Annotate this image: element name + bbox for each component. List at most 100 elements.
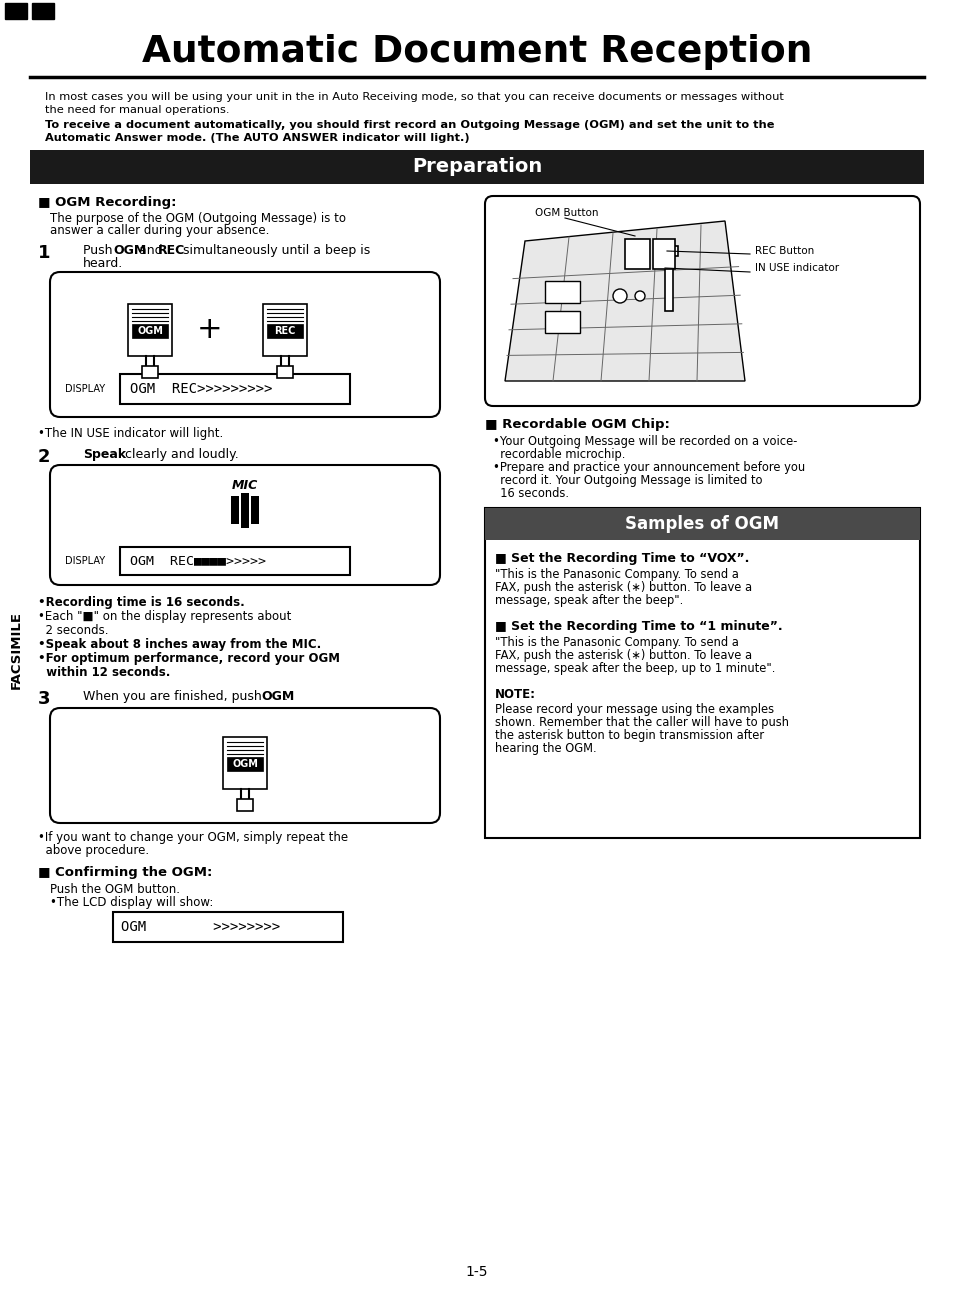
- Bar: [132, 324, 168, 337]
- Bar: [484, 508, 919, 540]
- FancyBboxPatch shape: [484, 196, 919, 406]
- Bar: [624, 239, 649, 269]
- Bar: [30, 151, 923, 184]
- Text: OGM        >>>>>>>>: OGM >>>>>>>>: [121, 920, 280, 935]
- Text: Samples of OGM: Samples of OGM: [625, 515, 779, 533]
- Text: message, speak after the beep".: message, speak after the beep".: [495, 594, 682, 607]
- Text: shown. Remember that the caller will have to push: shown. Remember that the caller will hav…: [495, 716, 788, 729]
- Text: When you are finished, push: When you are finished, push: [83, 691, 266, 704]
- Text: and: and: [135, 244, 167, 257]
- Text: REC Button: REC Button: [754, 247, 814, 256]
- Text: OGM: OGM: [112, 244, 146, 257]
- Text: .: .: [284, 691, 288, 704]
- Text: •If you want to change your OGM, simply repeat the: •If you want to change your OGM, simply …: [38, 831, 348, 844]
- Text: DISPLAY: DISPLAY: [65, 384, 105, 395]
- Text: Push the OGM button.: Push the OGM button.: [50, 883, 180, 896]
- Text: Please record your message using the examples: Please record your message using the exa…: [495, 704, 773, 716]
- Text: REC: REC: [274, 326, 295, 336]
- Text: OGM  REC>>>>>>>>>: OGM REC>>>>>>>>>: [130, 382, 273, 396]
- Bar: [664, 251, 672, 312]
- Text: Push: Push: [83, 244, 116, 257]
- Text: OGM Button: OGM Button: [535, 208, 598, 218]
- Text: •Your Outgoing Message will be recorded on a voice-: •Your Outgoing Message will be recorded …: [493, 435, 797, 448]
- Bar: [231, 496, 239, 524]
- Text: ■ OGM Recording:: ■ OGM Recording:: [38, 196, 176, 209]
- Text: +: +: [197, 315, 223, 344]
- Text: ■ Recordable OGM Chip:: ■ Recordable OGM Chip:: [484, 418, 669, 431]
- Bar: [263, 304, 307, 356]
- FancyBboxPatch shape: [50, 707, 439, 823]
- Bar: [484, 508, 919, 839]
- Bar: [142, 366, 158, 378]
- Bar: [544, 280, 579, 302]
- Text: simultaneously until a beep is: simultaneously until a beep is: [179, 244, 370, 257]
- Bar: [112, 912, 343, 942]
- Text: "This is the Panasonic Company. To send a: "This is the Panasonic Company. To send …: [495, 636, 739, 649]
- Bar: [241, 493, 249, 528]
- Text: the need for manual operations.: the need for manual operations.: [45, 105, 230, 116]
- Text: message, speak after the beep, up to 1 minute".: message, speak after the beep, up to 1 m…: [495, 662, 775, 675]
- Text: Preparation: Preparation: [412, 157, 541, 177]
- Text: REC: REC: [158, 244, 185, 257]
- Text: heard.: heard.: [83, 257, 123, 270]
- Text: Automatic Document Reception: Automatic Document Reception: [142, 34, 811, 70]
- Text: MIC: MIC: [232, 479, 258, 492]
- Circle shape: [635, 291, 644, 301]
- Text: Automatic Answer mode. (The AUTO ANSWER indicator will light.): Automatic Answer mode. (The AUTO ANSWER …: [45, 132, 469, 143]
- Text: To receive a document automatically, you should first record an Outgoing Message: To receive a document automatically, you…: [45, 119, 774, 130]
- Circle shape: [613, 289, 626, 302]
- Text: above procedure.: above procedure.: [38, 844, 149, 857]
- Text: OGM: OGM: [261, 691, 294, 704]
- Text: 1: 1: [38, 244, 51, 262]
- Text: •The IN USE indicator will light.: •The IN USE indicator will light.: [38, 427, 223, 440]
- Text: •Speak about 8 inches away from the MIC.: •Speak about 8 inches away from the MIC.: [38, 639, 321, 652]
- Bar: [120, 374, 350, 404]
- Polygon shape: [504, 221, 744, 382]
- Bar: [544, 312, 579, 334]
- Text: •Prepare and practice your announcement before you: •Prepare and practice your announcement …: [493, 461, 804, 474]
- Text: •The LCD display will show:: •The LCD display will show:: [50, 896, 213, 909]
- Text: 3: 3: [38, 691, 51, 707]
- Text: ■ Set the Recording Time to “VOX”.: ■ Set the Recording Time to “VOX”.: [495, 552, 749, 565]
- Text: the asterisk button to begin transmission after: the asterisk button to begin transmissio…: [495, 729, 763, 742]
- Text: IN USE indicator: IN USE indicator: [754, 263, 839, 273]
- Bar: [236, 800, 253, 811]
- Text: OGM: OGM: [232, 759, 257, 768]
- Bar: [267, 324, 303, 337]
- Text: •Recording time is 16 seconds.: •Recording time is 16 seconds.: [38, 596, 245, 609]
- Text: FACSIMILE: FACSIMILE: [10, 611, 23, 689]
- Bar: [227, 757, 263, 771]
- Text: FAX, push the asterisk (∗) button. To leave a: FAX, push the asterisk (∗) button. To le…: [495, 649, 751, 662]
- Bar: [251, 496, 258, 524]
- Text: FAX, push the asterisk (∗) button. To leave a: FAX, push the asterisk (∗) button. To le…: [495, 582, 751, 594]
- Bar: [652, 239, 675, 269]
- Bar: [659, 247, 678, 256]
- Text: 1-5: 1-5: [465, 1266, 488, 1279]
- Text: 2: 2: [38, 448, 51, 466]
- Text: The purpose of the OGM (Outgoing Message) is to: The purpose of the OGM (Outgoing Message…: [50, 212, 346, 225]
- Text: 2 seconds.: 2 seconds.: [38, 624, 109, 637]
- FancyBboxPatch shape: [50, 273, 439, 417]
- Text: clearly and loudly.: clearly and loudly.: [121, 448, 238, 461]
- Bar: [120, 546, 350, 575]
- Text: within 12 seconds.: within 12 seconds.: [38, 666, 171, 679]
- Bar: [32, 3, 54, 19]
- Text: OGM: OGM: [137, 326, 163, 336]
- Bar: [276, 366, 293, 378]
- Text: •For optimum performance, record your OGM: •For optimum performance, record your OG…: [38, 652, 339, 665]
- Bar: [128, 304, 172, 356]
- Text: 16 seconds.: 16 seconds.: [493, 487, 568, 500]
- Text: recordable microchip.: recordable microchip.: [493, 448, 625, 461]
- Text: In most cases you will be using your unit in the in Auto Receiving mode, so that: In most cases you will be using your uni…: [45, 92, 783, 103]
- Text: NOTE:: NOTE:: [495, 688, 536, 701]
- Text: Speak: Speak: [83, 448, 126, 461]
- Text: DISPLAY: DISPLAY: [65, 556, 105, 566]
- Bar: [223, 737, 267, 789]
- Text: •Each "■" on the display represents about: •Each "■" on the display represents abou…: [38, 610, 291, 623]
- Text: ■ Confirming the OGM:: ■ Confirming the OGM:: [38, 866, 213, 879]
- Text: answer a caller during your absence.: answer a caller during your absence.: [50, 225, 269, 238]
- Text: hearing the OGM.: hearing the OGM.: [495, 742, 596, 755]
- Text: record it. Your Outgoing Message is limited to: record it. Your Outgoing Message is limi…: [493, 474, 761, 487]
- Text: OGM  REC■■■■>>>>>: OGM REC■■■■>>>>>: [130, 554, 266, 567]
- FancyBboxPatch shape: [50, 465, 439, 585]
